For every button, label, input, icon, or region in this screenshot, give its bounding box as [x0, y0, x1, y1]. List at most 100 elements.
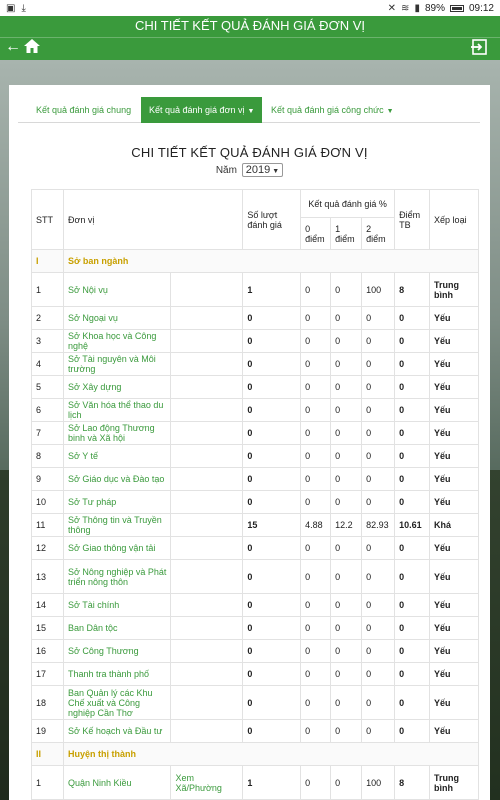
cell-unit[interactable]: Sở Tài nguyên và Môi trường [62, 352, 172, 376]
tab-official-result[interactable]: Kết quả đánh giá công chức ▼ [263, 97, 402, 123]
cell-0-point: 0 [300, 444, 332, 468]
cell-unit[interactable]: Sở Văn hóa thể thao du lịch [62, 398, 172, 422]
cell-0-point: 0 [300, 467, 332, 491]
unit-link[interactable]: Ban Dân tộc [67, 623, 118, 633]
unit-link[interactable]: Sở Khoa học và Công nghệ [67, 331, 157, 351]
table-row: 11 Sở Thông tin và Truyền thông 15 4.88 12.2… [31, 513, 479, 537]
clock: 09:12 [468, 2, 494, 14]
table-row: 12 Sở Giao thông vận tải 0 0 0 0 0 Yếu [31, 536, 479, 560]
table-row: 3 Sở Khoa học và Công nghệ 0 0 0 0 0 Yếu [31, 329, 479, 353]
tab-label: Kết quả đánh giá đơn vị [149, 105, 245, 115]
cell-unit[interactable]: Sở Nội vụ [62, 272, 172, 307]
cell-view-subunits[interactable] [170, 593, 244, 617]
unit-link[interactable]: Thanh tra thành phố [67, 669, 150, 679]
logout-button[interactable] [470, 38, 488, 56]
cell-1-point: 0 [330, 467, 363, 491]
back-button[interactable]: ← [5, 38, 21, 56]
cell-unit[interactable]: Sở Công Thương [62, 639, 172, 663]
cell-view-subunits[interactable] [170, 662, 244, 686]
cell-view-subunits[interactable] [170, 490, 244, 514]
cell-stt: 14 [31, 593, 64, 617]
cell-0-point: 4.88 [300, 513, 332, 537]
unit-link[interactable]: Sở Lao động Thương binh và Xã hội [67, 423, 155, 443]
unit-link[interactable]: Quận Ninh Kiều [67, 777, 132, 788]
cell-view-subunits[interactable] [170, 513, 244, 537]
signal-icon: ▮ [414, 2, 420, 14]
cell-view-subunits[interactable] [170, 559, 244, 594]
cell-2-point: 100 [361, 272, 396, 307]
cell-unit[interactable]: Ban Dân tộc [62, 616, 172, 640]
cell-1-point: 0 [330, 306, 363, 330]
cell-view-subunits[interactable] [170, 329, 244, 353]
unit-link[interactable]: Sở Giáo dục và Đào tạo [67, 474, 165, 484]
cell-unit[interactable]: Sở Kế hoạch và Đầu tư [62, 719, 172, 743]
app-bar-divider [0, 37, 500, 38]
year-select[interactable]: 2019 ▼ [241, 163, 284, 177]
cell-stt: 4 [31, 352, 64, 376]
cell-unit[interactable]: Sở Xây dựng [62, 375, 172, 399]
cell-unit[interactable]: Sở Y tế [62, 444, 172, 468]
cell-view-subunits[interactable] [170, 616, 244, 640]
unit-link[interactable]: Sở Nông nghiệp và Phát triển nông thôn [67, 566, 167, 587]
cell-stt: 6 [31, 398, 64, 422]
cell-unit[interactable]: Sở Tài chính [62, 593, 172, 617]
table-row: 17 Thanh tra thành phố 0 0 0 0 0 Yếu [31, 662, 479, 686]
unit-link[interactable]: Ban Quản lý các Khu Chế xuất và Công ngh… [67, 687, 153, 718]
tab-unit-result[interactable]: Kết quả đánh giá đơn vị ▼ [141, 97, 263, 123]
cell-unit[interactable]: Sở Nông nghiệp và Phát triển nông thôn [62, 559, 172, 594]
cell-rank: Yếu [429, 719, 479, 743]
cell-view-subunits[interactable] [170, 536, 244, 560]
cell-unit[interactable]: Sở Giao thông vận tải [62, 536, 172, 560]
cell-stt: 3 [31, 329, 64, 353]
cell-2-point: 0 [361, 398, 396, 422]
unit-link[interactable]: Sở Xây dựng [67, 382, 122, 392]
home-button[interactable] [23, 37, 41, 57]
unit-link[interactable]: Sở Ngoại vụ [67, 313, 118, 323]
unit-link[interactable]: Sở Tư pháp [67, 497, 117, 507]
cell-view-subunits[interactable] [170, 685, 244, 720]
cell-unit[interactable]: Quận Ninh Kiều [62, 765, 172, 800]
cell-view-subunits[interactable] [170, 375, 244, 399]
unit-link[interactable]: Sở Thông tin và Truyền thông [67, 515, 162, 535]
cell-average-score: 0 [394, 685, 431, 720]
unit-link[interactable]: Sở Y tế [67, 451, 99, 461]
cell-unit[interactable]: Sở Khoa học và Công nghệ [62, 329, 172, 353]
tab-overall-result[interactable]: Kết quả đánh giá chung [28, 97, 139, 123]
cell-unit[interactable]: Ban Quản lý các Khu Chế xuất và Công ngh… [62, 685, 172, 720]
year-value: 2019 [245, 164, 271, 176]
cell-unit[interactable]: Sở Tư pháp [62, 490, 172, 514]
cell-unit[interactable]: Sở Giáo dục và Đào tạo [62, 467, 172, 491]
unit-link[interactable]: Sở Kế hoạch và Đầu tư [67, 726, 163, 736]
cell-view-subunits[interactable] [170, 352, 244, 376]
cell-2-point: 0 [361, 639, 396, 663]
unit-link[interactable]: Sở Tài chính [67, 600, 120, 610]
unit-link[interactable]: Sở Văn hóa thể thao du lịch [67, 400, 164, 420]
cell-view-subunits[interactable] [170, 421, 244, 445]
cell-view-subunits[interactable] [170, 719, 244, 743]
cell-1-point: 0 [330, 559, 363, 594]
unit-link[interactable]: Sở Tài nguyên và Môi trường [67, 354, 156, 374]
table-row: 5 Sở Xây dựng 0 0 0 0 0 Yếu [31, 375, 479, 399]
cell-1-point: 0 [330, 329, 363, 353]
unit-link[interactable]: Sở Công Thương [67, 646, 139, 656]
cell-view-subunits[interactable] [170, 444, 244, 468]
cell-view-subunits[interactable] [170, 639, 244, 663]
view-subunits-link[interactable]: Xem Xã/Phường [175, 772, 222, 793]
cell-unit[interactable]: Sở Thông tin và Truyền thông [62, 513, 172, 537]
cell-unit[interactable]: Sở Lao động Thương binh và Xã hội [62, 421, 172, 445]
unit-link[interactable]: Sở Giao thông vận tải [67, 543, 156, 553]
table-row: 4 Sở Tài nguyên và Môi trường 0 0 0 0 0 Yếu [31, 352, 479, 376]
cell-view-subunits[interactable] [170, 272, 244, 307]
cell-unit[interactable]: Sở Ngoại vụ [62, 306, 172, 330]
cell-view-subunits[interactable] [170, 398, 244, 422]
cell-rank: Yếu [429, 559, 479, 594]
cell-view-subunits[interactable] [170, 306, 244, 330]
tab-bar: Kết quả đánh giá chung Kết quả đánh giá … [18, 97, 480, 123]
cell-rank: Trung bình [429, 272, 479, 307]
unit-link[interactable]: Sở Nội vụ [67, 284, 108, 295]
cell-view-subunits[interactable] [170, 467, 244, 491]
cell-unit[interactable]: Thanh tra thành phố [62, 662, 172, 686]
cell-stt: 13 [31, 559, 64, 594]
cell-view-subunits[interactable]: Xem Xã/Phường [170, 765, 244, 800]
cell-review-count: 0 [242, 329, 302, 353]
